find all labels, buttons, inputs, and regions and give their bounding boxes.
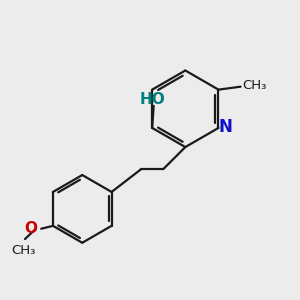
Text: CH₃: CH₃ <box>11 244 36 257</box>
Text: N: N <box>218 118 232 136</box>
Text: CH₃: CH₃ <box>242 79 266 92</box>
Text: HO: HO <box>139 92 165 107</box>
Text: O: O <box>25 221 38 236</box>
